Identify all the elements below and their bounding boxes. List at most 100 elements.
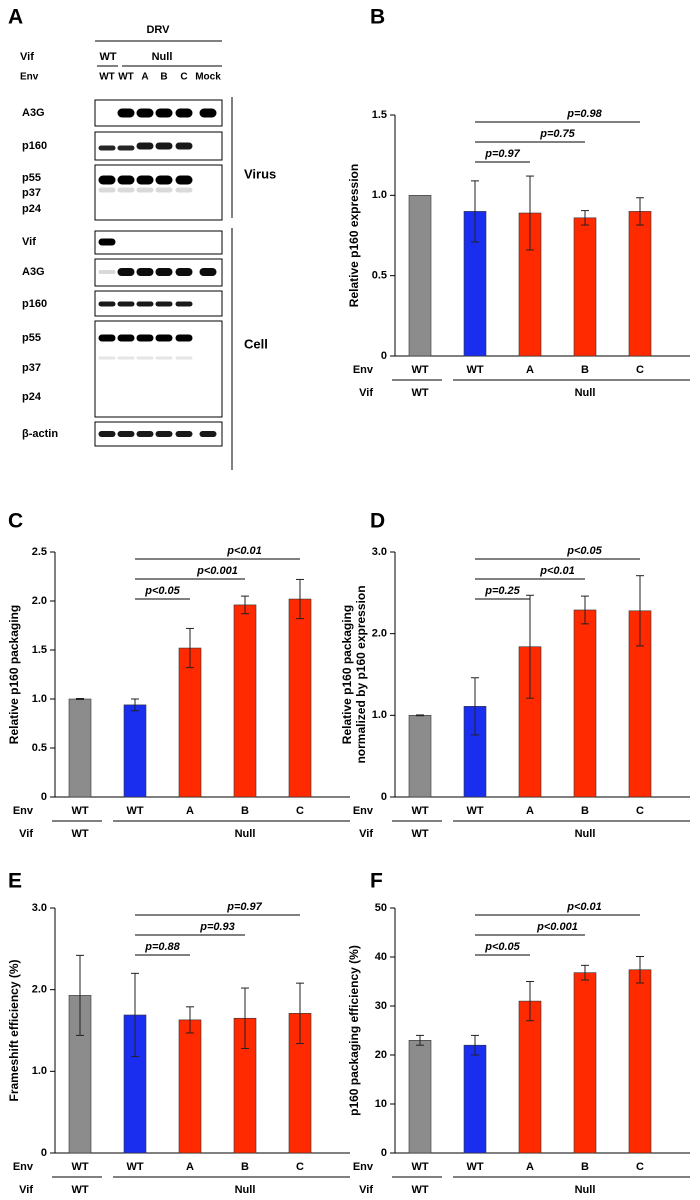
band [175,268,193,276]
band [98,431,116,437]
y-tick-label: 0 [381,350,387,362]
panel-letter: E [8,870,22,893]
y-tick-label: 1.0 [372,189,387,201]
band [117,145,135,151]
band [136,268,154,276]
bar [68,698,92,798]
y-tick-label: 0.5 [32,742,47,754]
row-label: Env [353,805,374,817]
band [155,142,173,150]
significance-label: p<0.05 [566,545,602,557]
y-tick-label: 1.0 [32,693,47,705]
y-tick-label: 1.0 [32,1065,47,1077]
band [117,187,135,193]
bar [463,1044,487,1154]
band [175,142,193,150]
bar [628,211,652,357]
y-tick-label: 0 [41,1147,47,1159]
band [175,334,193,342]
band [136,108,154,118]
band [117,431,135,437]
panel-letter: A [8,6,23,29]
lane-label: B [160,72,167,83]
bar [628,969,652,1154]
bar [518,1000,542,1154]
band [199,268,217,276]
blot-label: p160 [22,298,47,310]
x-tick-label: WT [466,1161,483,1173]
bar [408,1040,432,1154]
y-tick-label: 2.5 [32,546,47,558]
blot-label: p160 [22,140,47,152]
y-tick-label: 1.5 [32,644,47,656]
band [117,108,135,118]
band [98,238,116,246]
x-tick-label: WT [411,805,428,817]
significance-label: p=0.93 [199,921,235,933]
significance-label: p<0.001 [196,565,238,577]
y-tick-label: 40 [375,951,387,963]
band [98,187,116,193]
band [155,431,173,437]
y-tick-label: 2.0 [32,984,47,996]
y-tick-label: 30 [375,1000,387,1012]
y-tick-label: 2.0 [372,628,387,640]
group-label: Null [235,828,256,840]
x-tick-label: WT [466,805,483,817]
band [136,175,154,185]
x-tick-label: WT [411,1161,428,1173]
band [199,108,217,118]
bar [288,598,312,798]
band [117,356,135,360]
y-axis-label: Frameshift efficiency (%) [7,959,21,1101]
band [98,301,116,307]
y-tick-label: 0 [381,791,387,803]
band [175,431,193,437]
row-label: Vif [359,828,373,840]
band [136,301,154,307]
group-label: WT [411,828,428,840]
band [175,301,193,307]
row-label: Env [13,805,34,817]
blot-label: Vif [22,236,36,248]
band [155,356,173,360]
band [175,108,193,118]
x-tick-label: WT [126,1161,143,1173]
band [136,431,154,437]
group-label: Null [152,51,173,63]
group-label: WT [99,51,116,63]
band [117,268,135,276]
blot-label: p55 [22,332,41,344]
x-tick-label: B [241,805,249,817]
x-tick-label: A [186,1161,194,1173]
significance-label: p<0.05 [144,585,180,597]
blot-label: p37 [22,187,41,199]
row-label: Vif [359,1184,373,1196]
significance-label: p=0.98 [566,108,602,120]
bar [408,715,432,798]
y-tick-label: 2.0 [32,595,47,607]
bar [408,195,432,357]
lane-label: Mock [195,72,221,83]
band [175,187,193,193]
blot-label: p24 [22,391,42,403]
y-axis-label: normalized by p160 expression [354,585,368,763]
x-tick-label: WT [466,364,483,376]
y-tick-label: 3.0 [372,546,387,558]
band [136,142,154,150]
band [155,175,173,185]
bar [233,604,257,798]
y-axis-label: Relative p160 packaging [340,605,354,744]
group-label: WT [411,387,428,399]
bar [178,647,202,798]
blot-label: β-actin [22,428,58,440]
row-label: Vif [359,387,373,399]
blot-label: p37 [22,362,41,374]
significance-label: p<0.01 [539,565,575,577]
blot-label: A3G [22,266,45,278]
bar [573,217,597,357]
blot-label: A3G [22,107,45,119]
band [155,268,173,276]
x-tick-label: WT [71,1161,88,1173]
